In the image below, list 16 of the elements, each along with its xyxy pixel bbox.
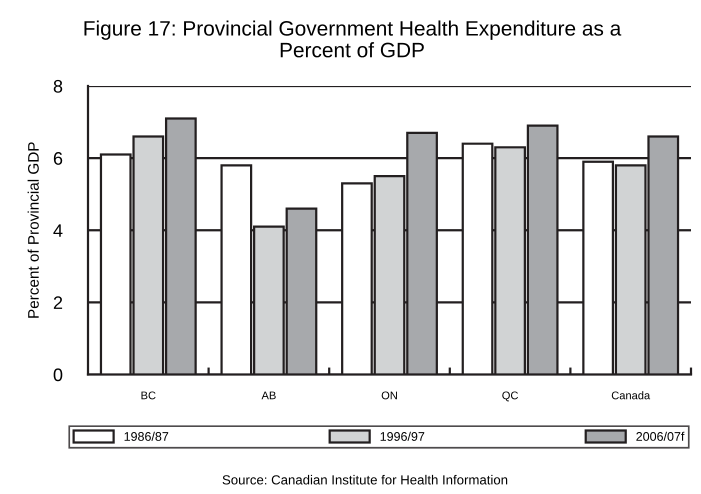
x-tick-label: AB [262, 392, 276, 400]
legend-label: 2006/07f [636, 432, 684, 441]
source-note: Source: Canadian Institute for Health Information [222, 474, 508, 485]
x-tick-label: Canada [612, 391, 650, 400]
x-tick-label: ON [382, 391, 397, 400]
y-tick-label: 2 [54, 296, 62, 309]
x-tick-label: QC [502, 391, 518, 402]
x-tick-label: BC [141, 391, 156, 400]
legend-label: 1986/87 [124, 432, 168, 441]
chart-title: Figure 17: Provincial Government Health Expenditure as a Percent of GDP [84, 20, 622, 58]
y-axis-title: Percent of Provincial GDP [28, 142, 39, 318]
y-tick-label: 8 [54, 80, 62, 93]
y-tick-label: 0 [54, 368, 62, 382]
y-tick-label: 4 [53, 224, 62, 237]
y-tick-label: 6 [54, 152, 62, 165]
legend-label: 1996/97 [380, 432, 424, 441]
